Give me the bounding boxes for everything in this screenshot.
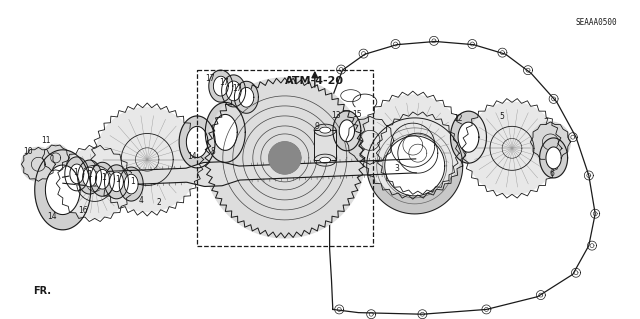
Text: 14: 14 <box>187 152 197 161</box>
Polygon shape <box>226 81 241 101</box>
Polygon shape <box>367 118 463 214</box>
Text: 17: 17 <box>205 74 215 83</box>
Text: 11: 11 <box>42 137 51 145</box>
Text: 6: 6 <box>550 169 555 178</box>
Text: 17: 17 <box>232 84 242 93</box>
Polygon shape <box>70 164 84 184</box>
Polygon shape <box>269 142 301 174</box>
Polygon shape <box>458 122 479 152</box>
Polygon shape <box>124 174 138 194</box>
Bar <box>314 130 336 160</box>
Text: 15: 15 <box>352 110 362 119</box>
Text: 2: 2 <box>156 198 161 207</box>
Polygon shape <box>205 102 245 162</box>
Text: FR.: FR. <box>34 286 52 296</box>
Polygon shape <box>95 108 199 211</box>
Text: 3: 3 <box>394 164 399 173</box>
Polygon shape <box>540 138 568 178</box>
Polygon shape <box>90 162 115 196</box>
Text: SEAAA0500: SEAAA0500 <box>576 18 618 26</box>
Polygon shape <box>213 76 228 96</box>
Polygon shape <box>35 150 91 230</box>
Polygon shape <box>221 75 246 107</box>
Polygon shape <box>333 111 361 151</box>
Polygon shape <box>186 126 208 158</box>
Text: 4: 4 <box>138 197 143 205</box>
Polygon shape <box>234 81 259 113</box>
Text: 8: 8 <box>211 147 216 156</box>
Polygon shape <box>314 124 336 136</box>
Text: 10: 10 <box>23 147 33 156</box>
Polygon shape <box>109 172 124 192</box>
Polygon shape <box>546 147 561 169</box>
Polygon shape <box>319 157 331 163</box>
Text: 1: 1 <box>73 168 78 177</box>
Polygon shape <box>179 116 215 168</box>
Polygon shape <box>385 136 445 196</box>
Polygon shape <box>65 157 89 191</box>
Polygon shape <box>104 165 129 199</box>
Text: 1: 1 <box>87 170 92 179</box>
Text: 5: 5 <box>499 112 504 121</box>
Polygon shape <box>451 111 486 163</box>
Polygon shape <box>119 167 143 201</box>
Polygon shape <box>213 115 237 150</box>
Text: 12: 12 <box>453 114 462 123</box>
Polygon shape <box>209 70 233 102</box>
Text: 14: 14 <box>47 212 58 221</box>
Polygon shape <box>60 148 130 219</box>
Polygon shape <box>42 145 69 171</box>
Text: 1: 1 <box>115 175 120 184</box>
Text: 9: 9 <box>314 122 319 130</box>
Text: 17: 17 <box>219 78 229 87</box>
Polygon shape <box>346 116 394 164</box>
Polygon shape <box>339 120 355 142</box>
Text: 13: 13 <box>331 111 341 120</box>
Polygon shape <box>83 167 97 187</box>
Text: 7: 7 <box>543 118 548 127</box>
Polygon shape <box>239 87 254 107</box>
Polygon shape <box>77 160 102 194</box>
Polygon shape <box>314 154 336 166</box>
Text: ATM-4-20: ATM-4-20 <box>285 76 344 86</box>
Polygon shape <box>531 122 570 162</box>
Polygon shape <box>380 115 456 191</box>
Text: 1: 1 <box>130 177 135 186</box>
Polygon shape <box>363 95 463 195</box>
Polygon shape <box>205 78 365 238</box>
Text: 16: 16 <box>78 206 88 215</box>
Polygon shape <box>319 127 331 133</box>
Text: 1: 1 <box>101 173 106 182</box>
Polygon shape <box>21 147 56 181</box>
Polygon shape <box>466 102 558 194</box>
Polygon shape <box>95 169 109 189</box>
Polygon shape <box>45 165 80 215</box>
Polygon shape <box>63 159 416 187</box>
